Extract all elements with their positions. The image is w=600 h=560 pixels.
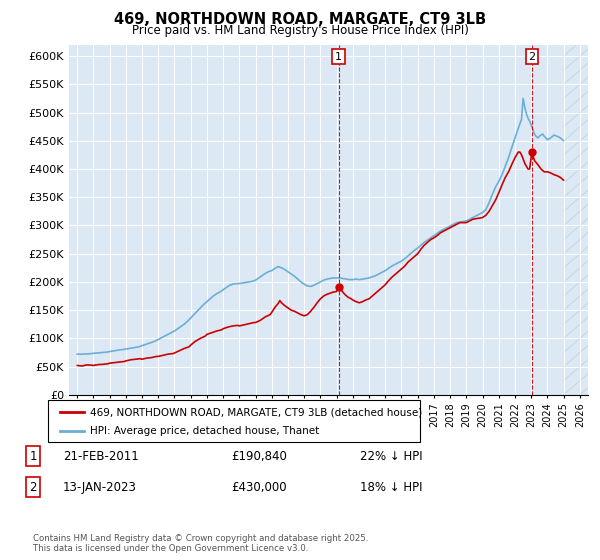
Text: HPI: Average price, detached house, Thanet: HPI: Average price, detached house, Than… [90, 426, 319, 436]
Text: 2: 2 [529, 52, 535, 62]
Text: 22% ↓ HPI: 22% ↓ HPI [360, 450, 422, 463]
Text: 2: 2 [29, 480, 37, 494]
Text: Contains HM Land Registry data © Crown copyright and database right 2025.
This d: Contains HM Land Registry data © Crown c… [33, 534, 368, 553]
Text: 13-JAN-2023: 13-JAN-2023 [63, 480, 137, 494]
Text: £430,000: £430,000 [231, 480, 287, 494]
Polygon shape [563, 45, 588, 395]
Text: Price paid vs. HM Land Registry's House Price Index (HPI): Price paid vs. HM Land Registry's House … [131, 24, 469, 36]
Text: 1: 1 [29, 450, 37, 463]
Text: 1: 1 [335, 52, 342, 62]
Text: 21-FEB-2011: 21-FEB-2011 [63, 450, 139, 463]
Text: 469, NORTHDOWN ROAD, MARGATE, CT9 3LB: 469, NORTHDOWN ROAD, MARGATE, CT9 3LB [114, 12, 486, 27]
Text: 18% ↓ HPI: 18% ↓ HPI [360, 480, 422, 494]
Text: 469, NORTHDOWN ROAD, MARGATE, CT9 3LB (detached house): 469, NORTHDOWN ROAD, MARGATE, CT9 3LB (d… [90, 407, 422, 417]
Text: £190,840: £190,840 [231, 450, 287, 463]
